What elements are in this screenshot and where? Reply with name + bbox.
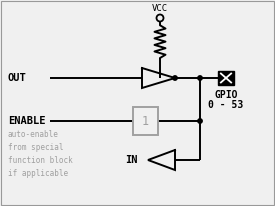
Text: VCC: VCC [152,4,168,13]
Bar [133,107,158,135]
Text: OUT: OUT [8,73,27,83]
Circle shape [173,76,177,80]
Text: auto-enable
from special
function block
if applicable: auto-enable from special function block … [8,130,73,178]
Text: GPIO: GPIO [214,90,238,100]
Text: 1: 1 [142,115,149,128]
Circle shape [198,119,202,123]
Text: ENABLE: ENABLE [8,116,45,126]
Circle shape [198,76,202,80]
Text: 0 - 53: 0 - 53 [208,100,244,110]
Text: IN: IN [125,155,138,165]
Bar [218,71,234,85]
